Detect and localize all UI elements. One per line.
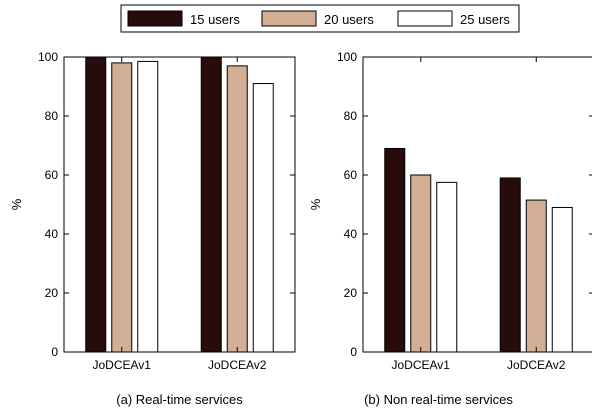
y-tick-label-b-20: 20 — [344, 286, 358, 300]
bar-b-jodceav2-series-2 — [525, 199, 547, 353]
bar-b-jodceav1-series-1 — [384, 147, 406, 353]
y-tick-label-a-0: 0 — [51, 345, 58, 359]
bar-a-jodceav1-series-3 — [137, 60, 159, 353]
legend: 15 users 20 users 25 users — [120, 4, 520, 33]
y-axis-label-a: % — [9, 198, 24, 210]
y-tick-label-b-60: 60 — [344, 168, 358, 182]
x-tick-label-a-jodceav2: JoDCEAv2 — [208, 358, 267, 372]
plot-frame-a — [63, 56, 296, 353]
legend-swatch-3 — [397, 10, 453, 27]
legend-box — [120, 4, 520, 33]
y-tick-label-b-100: 100 — [337, 50, 357, 64]
bar-a-jodceav1-series-2 — [111, 62, 133, 353]
chart-panel-b: 0 20 40 60 80 100 JoDCEAv1 JoDCEAv2% (b) Non rea… — [308, 50, 592, 407]
bar-b-jodceav2-series-3 — [551, 206, 573, 353]
y-tick-label-a-60: 60 — [45, 168, 59, 182]
bar-b-jodceav1-series-2 — [410, 174, 432, 353]
bar-a-jodceav2-series-1 — [200, 56, 222, 353]
y-tick-label-b-40: 40 — [344, 227, 358, 241]
y-tick-label-a-20: 20 — [45, 286, 59, 300]
y-tick-label-a-40: 40 — [45, 227, 59, 241]
legend-swatch-1 — [127, 10, 183, 27]
x-tick-label-b-jodceav1: JoDCEAv1 — [392, 358, 451, 372]
y-tick-label-a-80: 80 — [45, 109, 59, 123]
y-tick-label-b-80: 80 — [344, 109, 358, 123]
x-tick-label-b-jodceav2: JoDCEAv2 — [507, 358, 566, 372]
bar-a-jodceav1-series-1 — [85, 56, 107, 353]
bar-a-jodceav2-series-3 — [252, 83, 274, 353]
x-tick-label-a-jodceav1: JoDCEAv1 — [93, 358, 152, 372]
legend-label-3: 25 users — [460, 12, 510, 27]
caption-a: (a) Real-time services — [116, 392, 243, 407]
plot-frame-b — [362, 56, 592, 353]
y-tick-label-a-100: 100 — [38, 50, 58, 64]
bar-a-jodceav2-series-2 — [226, 65, 248, 353]
bar-b-jodceav1-series-3 — [436, 181, 458, 353]
legend-label-2: 20 users — [324, 12, 374, 27]
y-axis-label-b: % — [308, 198, 323, 210]
y-tick-label-b-0: 0 — [350, 345, 357, 359]
bar-b-jodceav2-series-1 — [499, 177, 521, 353]
caption-b: (b) Non real-time services — [364, 392, 513, 407]
chart-panel-a: 0 20 40 60 80 100 JoDCEAv1 JoDCEAv2% (a) Real-ti… — [9, 50, 296, 407]
legend-label-1: 15 users — [190, 12, 240, 27]
legend-swatch-2 — [261, 10, 317, 27]
